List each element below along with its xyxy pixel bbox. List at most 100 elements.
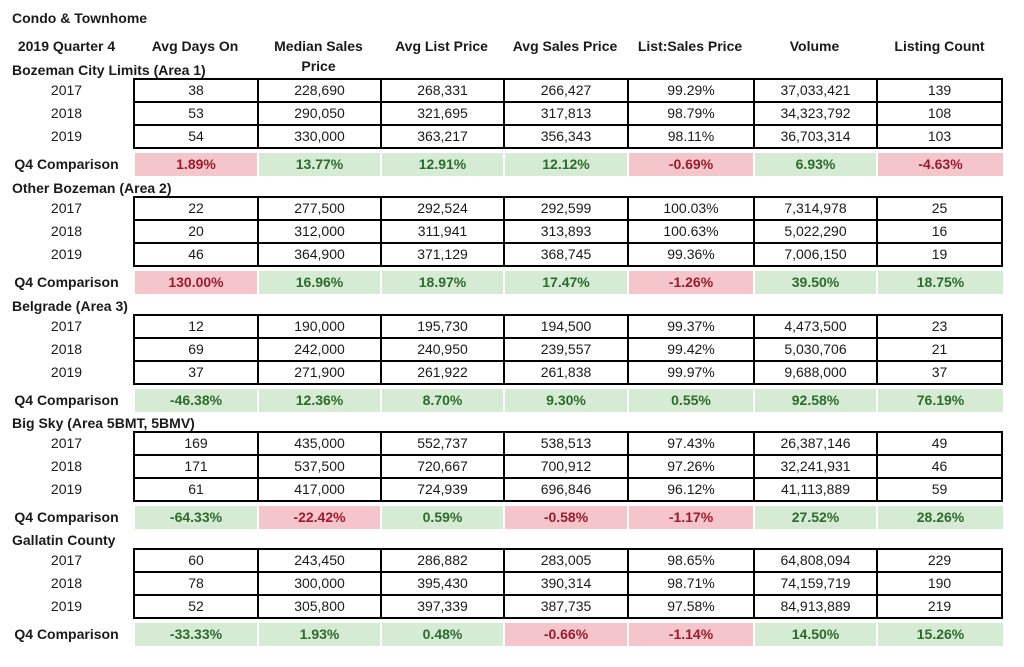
comparison-cell-median-sales-price: 16.96% [259,271,380,294]
row-divider [133,242,1003,244]
table-row: 2018 69 242,000 240,950 239,557 99.42% 5,030,7… [0,338,1024,361]
section-title: Other Bozeman (Area 2) [12,180,172,196]
cell-listing-count: 139 [876,79,1003,102]
cell-avg-list-price: 286,882 [380,549,503,572]
comparison-cell-avg-days-on: -46.38% [135,389,257,412]
cell-avg-list-price: 268,331 [380,79,503,102]
cell-median-sales-price: 228,690 [257,79,380,102]
cell-median-sales-price: 271,900 [257,361,380,384]
table-row: 2019 61 417,000 724,939 696,846 96.12% 41,113,… [0,478,1024,501]
comparison-cell-avg-days-on: 1.89% [135,153,257,176]
comparison-cell-avg-sales-price: -0.66% [505,623,627,646]
cell-median-sales-price: 243,450 [257,549,380,572]
comparison-cell-avg-sales-price: -0.58% [505,506,627,529]
cell-listing-count: 46 [876,455,1003,478]
comparison-label: Q4 Comparison [14,274,119,290]
cell-avg-list-price: 311,941 [380,220,503,243]
cell-avg-list-price: 720,667 [380,455,503,478]
cell-median-sales-price: 300,000 [257,572,380,595]
cell-list-sales-price: 96.12% [627,478,753,501]
cell-avg-sales-price: 696,846 [503,478,627,501]
cell-avg-list-price: 395,430 [380,572,503,595]
row-divider [133,594,1003,596]
comparison-cell-list-sales-price: -1.17% [629,506,753,529]
cell-avg-sales-price: 368,745 [503,243,627,266]
cell-listing-count: 49 [876,432,1003,455]
cell-volume: 9,688,000 [753,361,876,384]
row-divider [133,337,1003,339]
cell-median-sales-price: 537,500 [257,455,380,478]
cell-avg-sales-price: 266,427 [503,79,627,102]
section-grid-border [133,196,1003,267]
cell-volume: 26,387,146 [753,432,876,455]
cell-volume: 7,314,978 [753,197,876,220]
cell-volume: 32,241,931 [753,455,876,478]
cell-median-sales-price: 364,900 [257,243,380,266]
table-row: 2018 20 312,000 311,941 313,893 100.63% 5,022,… [0,220,1024,243]
cell-list-sales-price: 100.63% [627,220,753,243]
comparison-cell-list-sales-price: -0.69% [629,153,753,176]
cell-avg-sales-price: 538,513 [503,432,627,455]
comparison-cell-avg-list-price: 8.70% [382,389,503,412]
row-year-label: 2019 [50,598,83,614]
row-year-label: 2018 [50,458,83,474]
table-row: 2019 54 330,000 363,217 356,343 98.11% 36,703,… [0,125,1024,148]
cell-median-sales-price: 417,000 [257,478,380,501]
comparison-cell-volume: 14.50% [755,623,876,646]
row-year-label: 2018 [50,341,83,357]
cell-avg-days-on: 171 [133,455,257,478]
cell-avg-days-on: 46 [133,243,257,266]
cell-avg-list-price: 261,922 [380,361,503,384]
comparison-cell-list-sales-price: -1.14% [629,623,753,646]
cell-volume: 74,159,719 [753,572,876,595]
comparison-row: Q4 Comparison -46.38% 12.36% 8.70% 9.30% 0.55… [0,389,1024,412]
comparison-label: Q4 Comparison [14,392,119,408]
row-divider [133,477,1003,479]
comparison-cell-avg-sales-price: 9.30% [505,389,627,412]
comparison-cell-avg-days-on: -33.33% [135,623,257,646]
cell-avg-days-on: 22 [133,197,257,220]
row-divider [133,219,1003,221]
cell-list-sales-price: 98.65% [627,549,753,572]
comparison-cell-avg-list-price: 18.97% [382,271,503,294]
comparison-row: Q4 Comparison 1.89% 13.77% 12.91% 12.12% -0.6… [0,153,1024,176]
cell-listing-count: 108 [876,102,1003,125]
cell-avg-days-on: 12 [133,315,257,338]
cell-avg-sales-price: 356,343 [503,125,627,148]
section-grid-border [133,548,1003,619]
cell-avg-sales-price: 700,912 [503,455,627,478]
cell-avg-sales-price: 194,500 [503,315,627,338]
cell-volume: 36,703,314 [753,125,876,148]
comparison-row: Q4 Comparison -64.33% -22.42% 0.59% -0.58% -1… [0,506,1024,529]
cell-median-sales-price: 330,000 [257,125,380,148]
cell-volume: 84,913,889 [753,595,876,618]
cell-avg-days-on: 37 [133,361,257,384]
cell-avg-sales-price: 239,557 [503,338,627,361]
table-row: 2019 37 271,900 261,922 261,838 99.97% 9,688,0… [0,361,1024,384]
comparison-label: Q4 Comparison [14,156,119,172]
cell-listing-count: 37 [876,361,1003,384]
table-row: 2019 46 364,900 371,129 368,745 99.36% 7,006,1… [0,243,1024,266]
comparison-cell-median-sales-price: -22.42% [259,506,380,529]
comparison-cell-avg-sales-price: 12.12% [505,153,627,176]
comparison-cell-avg-days-on: -64.33% [135,506,257,529]
row-year-label: 2017 [50,435,83,451]
row-year-label: 2019 [50,481,83,497]
cell-avg-days-on: 52 [133,595,257,618]
cell-avg-list-price: 371,129 [380,243,503,266]
cell-avg-days-on: 169 [133,432,257,455]
cell-avg-sales-price: 261,838 [503,361,627,384]
comparison-cell-list-sales-price: 0.55% [629,389,753,412]
row-year-label: 2017 [50,552,83,568]
table-row: 2019 52 305,800 397,339 387,735 97.58% 84,913,… [0,595,1024,618]
cell-volume: 34,323,792 [753,102,876,125]
cell-list-sales-price: 99.29% [627,79,753,102]
comparison-cell-avg-sales-price: 17.47% [505,271,627,294]
cell-listing-count: 229 [876,549,1003,572]
period-label: 2019 Quarter 4 [17,38,116,54]
cell-avg-days-on: 54 [133,125,257,148]
cell-avg-days-on: 69 [133,338,257,361]
cell-avg-days-on: 20 [133,220,257,243]
row-divider [133,571,1003,573]
